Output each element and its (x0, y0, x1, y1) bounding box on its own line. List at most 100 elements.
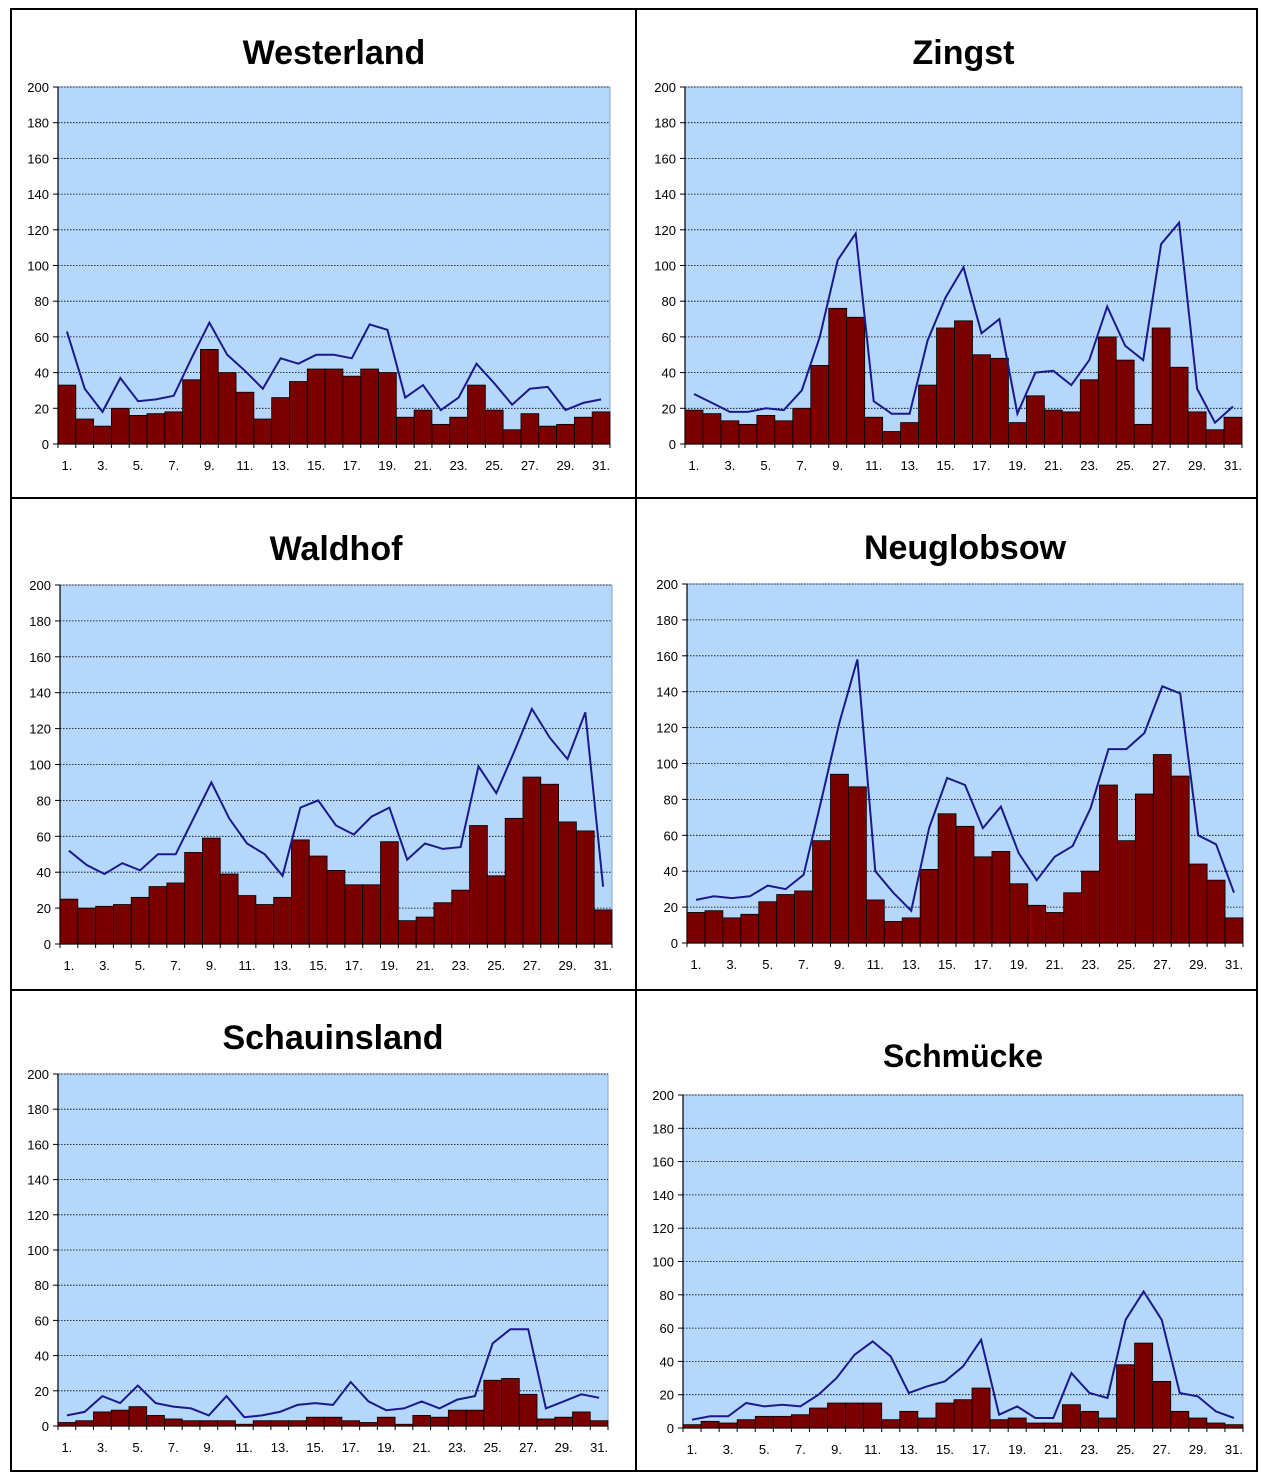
bar (1061, 411, 1081, 445)
bar (882, 431, 902, 445)
y-tick-label: 160 (27, 151, 49, 166)
bar (830, 773, 849, 944)
bar (772, 1415, 792, 1429)
x-tick-label: 3. (97, 1440, 108, 1455)
x-tick-label: 29. (555, 1440, 573, 1455)
chart-svg: Schmücke 0 20 40 60 80 100 120 140 160 180 200 1. 3. 5… (652, 1038, 1244, 1457)
bar (1152, 1380, 1172, 1429)
bar (990, 357, 1009, 445)
bar (289, 381, 308, 445)
bar (217, 372, 237, 445)
y-tick-label: 100 (27, 1243, 49, 1258)
y-tick-label: 200 (27, 1067, 49, 1082)
bar (252, 1420, 272, 1427)
bar (686, 912, 706, 944)
bar (255, 904, 275, 945)
x-tick-label: 3. (97, 458, 108, 473)
bar (756, 415, 776, 445)
bar (720, 420, 740, 445)
chart-title: Zingst (913, 34, 1015, 72)
x-tick-label: 3. (99, 958, 110, 973)
bar (1079, 379, 1099, 445)
y-tick-label: 80 (35, 1278, 49, 1293)
bar (376, 1416, 396, 1427)
bar (991, 851, 1011, 944)
y-tick-label: 60 (664, 828, 678, 843)
y-tick-label: 100 (654, 259, 676, 274)
x-tick-label: 25. (485, 458, 503, 473)
bar (465, 1409, 485, 1427)
bar (973, 856, 993, 944)
x-tick-label: 11. (236, 1440, 253, 1455)
bar (1169, 366, 1189, 445)
bar (75, 418, 95, 445)
x-tick-label: 25. (484, 1440, 502, 1455)
bar (1188, 1417, 1208, 1429)
chart-title: Schmücke (883, 1038, 1043, 1074)
bar (899, 1410, 919, 1429)
x-tick-label: 31. (594, 958, 612, 973)
bar (270, 1420, 290, 1427)
y-tick-label: 180 (27, 1102, 49, 1117)
y-tick-label: 200 (652, 1088, 674, 1103)
bar (451, 889, 470, 945)
bar (1097, 336, 1117, 445)
bar (288, 1420, 307, 1427)
bar (989, 1419, 1009, 1429)
x-tick-label: 7. (795, 1442, 806, 1457)
bar (809, 1407, 828, 1429)
bar (1063, 892, 1082, 944)
y-tick-label: 40 (35, 366, 49, 381)
x-tick-label: 7. (168, 1440, 179, 1455)
chart-title: Westerland (243, 34, 426, 72)
x-tick-label: 11. (867, 957, 884, 972)
y-tick-label: 60 (35, 330, 49, 345)
chart-panel-1: Zingst 0 20 40 60 80 100 120 140 160 180 200 1. 3. 5. 7… (635, 8, 1258, 499)
bar (774, 420, 794, 445)
bar (199, 1420, 219, 1427)
x-tick-label: 7. (168, 458, 179, 473)
x-tick-label: 17. (345, 958, 363, 973)
y-tick-label: 120 (656, 721, 678, 736)
bar (271, 397, 290, 445)
bar (740, 913, 760, 944)
bar (1043, 1422, 1063, 1429)
bar (219, 873, 239, 945)
x-tick-label: 27. (523, 958, 541, 973)
x-tick-label: 15. (309, 958, 327, 973)
y-tick-label: 160 (654, 151, 676, 166)
bar (846, 316, 866, 445)
bar (449, 416, 468, 445)
bar (378, 372, 397, 445)
chart-svg: Neuglobsow 0 20 40 60 80 100 120 140 160 180 200 1. 3… (656, 529, 1244, 972)
bar (937, 813, 957, 944)
bar (59, 898, 79, 945)
y-tick-label: 0 (667, 1421, 674, 1436)
x-tick-label: 29. (558, 958, 576, 973)
bar (93, 425, 112, 445)
x-tick-label: 5. (759, 1442, 770, 1457)
x-tick-label: 7. (798, 957, 809, 972)
bar (504, 817, 524, 945)
x-tick-label: 17. (343, 458, 361, 473)
bar (433, 902, 453, 945)
x-tick-label: 7. (170, 958, 181, 973)
y-tick-label: 140 (656, 685, 678, 700)
bar (1134, 793, 1154, 944)
bar (1116, 1364, 1136, 1429)
x-tick-label: 13. (901, 458, 919, 473)
x-tick-label: 3. (726, 957, 737, 972)
y-tick-label: 160 (27, 1137, 49, 1152)
y-tick-label: 20 (35, 401, 49, 416)
bar (415, 916, 435, 945)
bar (827, 1402, 846, 1429)
bar (128, 415, 148, 445)
bar (1206, 1422, 1226, 1429)
bar (308, 855, 328, 945)
bar (1061, 1404, 1081, 1429)
bar (935, 1402, 955, 1429)
y-tick-label: 180 (29, 614, 51, 629)
x-tick-label: 9. (204, 458, 215, 473)
bar (1170, 775, 1190, 944)
bar (342, 375, 362, 445)
